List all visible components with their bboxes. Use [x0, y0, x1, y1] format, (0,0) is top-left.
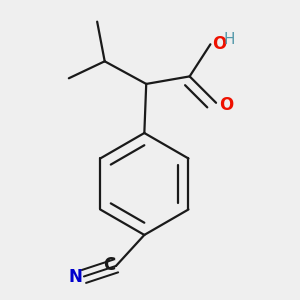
Text: N: N — [68, 268, 82, 286]
Text: O: O — [212, 35, 226, 53]
Text: H: H — [224, 32, 236, 47]
Text: C: C — [103, 256, 115, 274]
Text: O: O — [219, 96, 233, 114]
